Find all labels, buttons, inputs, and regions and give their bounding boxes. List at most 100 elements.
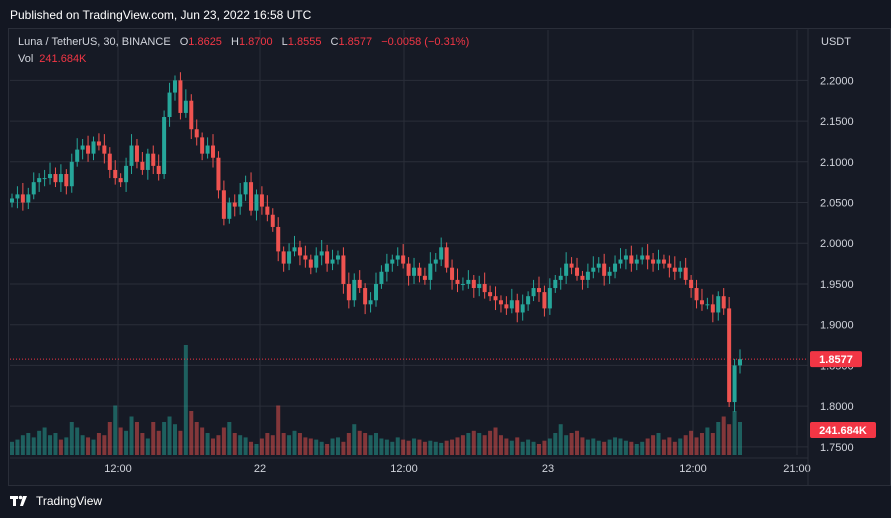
candle-body[interactable] (558, 275, 563, 280)
candle-body[interactable] (64, 174, 69, 187)
candle-body[interactable] (335, 255, 340, 260)
candle-body[interactable] (585, 271, 590, 280)
candle-body[interactable] (96, 141, 101, 146)
candle-body[interactable] (591, 267, 596, 272)
candle-body[interactable] (227, 202, 232, 219)
candle-body[interactable] (151, 153, 156, 166)
candle-body[interactable] (520, 304, 525, 313)
candle-body[interactable] (200, 137, 205, 154)
currency-label[interactable]: USDT (821, 36, 851, 48)
candle-body[interactable] (205, 145, 210, 154)
chart-pane[interactable] (8, 28, 891, 486)
candle-body[interactable] (623, 255, 628, 260)
candle-body[interactable] (694, 288, 699, 301)
candle-body[interactable] (330, 259, 335, 264)
candle-body[interactable] (536, 288, 541, 293)
candle-body[interactable] (542, 292, 547, 309)
candle-body[interactable] (439, 247, 444, 260)
candle-body[interactable] (297, 247, 302, 256)
candle-body[interactable] (374, 283, 378, 301)
candle-body[interactable] (53, 174, 58, 183)
candle-body[interactable] (488, 292, 493, 297)
candle-body[interactable] (466, 279, 471, 284)
candle-body[interactable] (37, 178, 42, 183)
candle-body[interactable] (406, 263, 411, 276)
candle-body[interactable] (390, 259, 395, 264)
candle-body[interactable] (645, 255, 650, 260)
footer-brand[interactable]: TradingView (36, 494, 103, 508)
candle-body[interactable] (276, 226, 281, 252)
candle-body[interactable] (710, 304, 715, 313)
candle-body[interactable] (705, 304, 710, 306)
candle-body[interactable] (183, 100, 188, 113)
candle-body[interactable] (194, 129, 199, 138)
candle-body[interactable] (270, 214, 275, 227)
candle-body[interactable] (482, 283, 487, 293)
candle-body[interactable] (498, 300, 503, 305)
candle-body[interactable] (689, 279, 694, 289)
volume-label[interactable]: Vol (18, 53, 34, 65)
candle-body[interactable] (667, 263, 672, 268)
candle-body[interactable] (58, 174, 63, 183)
candle-body[interactable] (319, 251, 324, 256)
candle-body[interactable] (656, 259, 661, 264)
candle-body[interactable] (412, 267, 417, 276)
candle-body[interactable] (634, 259, 639, 264)
candle-body[interactable] (314, 255, 319, 268)
candle-body[interactable] (238, 194, 243, 207)
last-price-tag[interactable] (810, 351, 862, 368)
candle-body[interactable] (564, 263, 569, 276)
candle-body[interactable] (156, 165, 161, 175)
candle-body[interactable] (259, 194, 264, 207)
candle-body[interactable] (86, 145, 91, 154)
candle-body[interactable] (444, 247, 449, 268)
candle-body[interactable] (493, 296, 498, 301)
candle-body[interactable] (254, 194, 259, 211)
candle-body[interactable] (346, 283, 351, 301)
candle-body[interactable] (265, 206, 270, 215)
candle-body[interactable] (216, 157, 221, 191)
candle-body[interactable] (460, 283, 465, 285)
candle-body[interactable] (672, 267, 677, 272)
candle-body[interactable] (384, 263, 389, 272)
candle-body[interactable] (428, 263, 433, 280)
candle-body[interactable] (629, 255, 634, 264)
candle-body[interactable] (651, 259, 656, 264)
candle-body[interactable] (31, 182, 36, 195)
candle-body[interactable] (91, 141, 96, 154)
candle-body[interactable] (678, 267, 683, 272)
candle-body[interactable] (596, 263, 601, 268)
candle-body[interactable] (145, 153, 150, 170)
candle-body[interactable] (162, 117, 167, 175)
candle-body[interactable] (509, 300, 514, 309)
candle-body[interactable] (178, 80, 183, 113)
candle-body[interactable] (243, 182, 248, 195)
candle-body[interactable] (368, 300, 373, 305)
candle-body[interactable] (580, 275, 585, 280)
candle-body[interactable] (129, 145, 134, 166)
candle-body[interactable] (118, 178, 123, 183)
candle-body[interactable] (325, 251, 330, 264)
candle-body[interactable] (477, 283, 482, 289)
candle-body[interactable] (504, 304, 509, 309)
candle-body[interactable] (683, 267, 688, 280)
candle-body[interactable] (379, 271, 384, 284)
candle-body[interactable] (526, 296, 531, 305)
candle-body[interactable] (352, 279, 357, 301)
candle-body[interactable] (661, 259, 666, 264)
candle-body[interactable] (607, 271, 612, 276)
candle-body[interactable] (15, 194, 20, 199)
symbol-title[interactable]: Luna / TetherUS, 30, BINANCE (18, 36, 171, 48)
candle-body[interactable] (140, 161, 145, 170)
candle-body[interactable] (167, 92, 172, 118)
candle-body[interactable] (357, 279, 362, 289)
candle-body[interactable] (455, 279, 460, 284)
candle-body[interactable] (42, 178, 47, 180)
candle-body[interactable] (172, 80, 177, 93)
candle-body[interactable] (433, 259, 438, 264)
candle-body[interactable] (738, 359, 742, 366)
candle-body[interactable] (422, 275, 427, 280)
candle-body[interactable] (303, 255, 308, 260)
candle-body[interactable] (26, 194, 31, 203)
